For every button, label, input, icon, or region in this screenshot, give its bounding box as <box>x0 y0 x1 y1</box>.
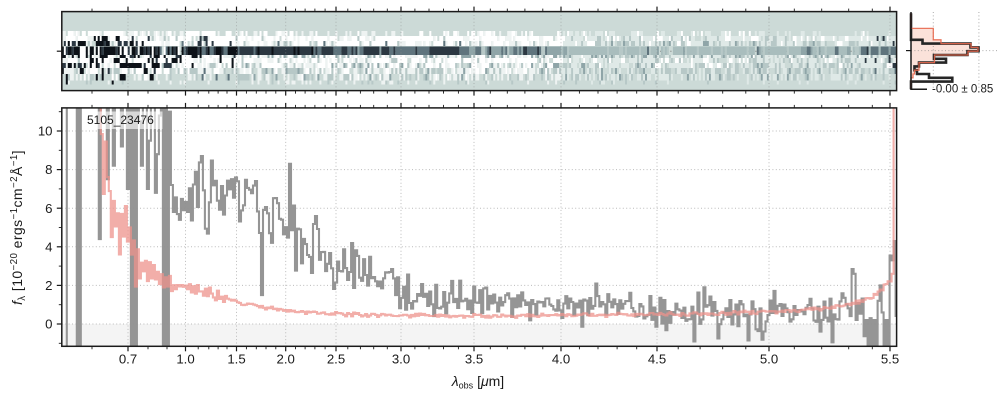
svg-text:3.0: 3.0 <box>392 352 410 367</box>
svg-text:8: 8 <box>45 162 52 177</box>
svg-text:0: 0 <box>45 317 52 332</box>
svg-text:4.5: 4.5 <box>648 352 666 367</box>
svg-text:3.5: 3.5 <box>465 352 483 367</box>
svg-text:2.0: 2.0 <box>277 352 295 367</box>
svg-text:4.0: 4.0 <box>552 352 570 367</box>
svg-text:λobs [μm]: λobs [μm] <box>451 373 504 391</box>
svg-text:10: 10 <box>38 124 53 139</box>
svg-text:5105_23476: 5105_23476 <box>87 113 154 127</box>
svg-text:0.7: 0.7 <box>119 352 137 367</box>
svg-text:2.5: 2.5 <box>327 352 345 367</box>
svg-text:1.0: 1.0 <box>176 352 194 367</box>
svg-text:-0.00 ± 0.85: -0.00 ± 0.85 <box>932 84 993 96</box>
svg-text:4: 4 <box>45 239 52 254</box>
svg-text:5.0: 5.0 <box>760 352 778 367</box>
svg-text:1.5: 1.5 <box>227 352 245 367</box>
svg-text:2: 2 <box>45 278 52 293</box>
svg-text:5.5: 5.5 <box>881 352 899 367</box>
svg-text:fλ [10−20 ergs−1cm−2Å−1]: fλ [10−20 ergs−1cm−2Å−1] <box>9 150 28 305</box>
svg-text:6: 6 <box>45 201 52 216</box>
